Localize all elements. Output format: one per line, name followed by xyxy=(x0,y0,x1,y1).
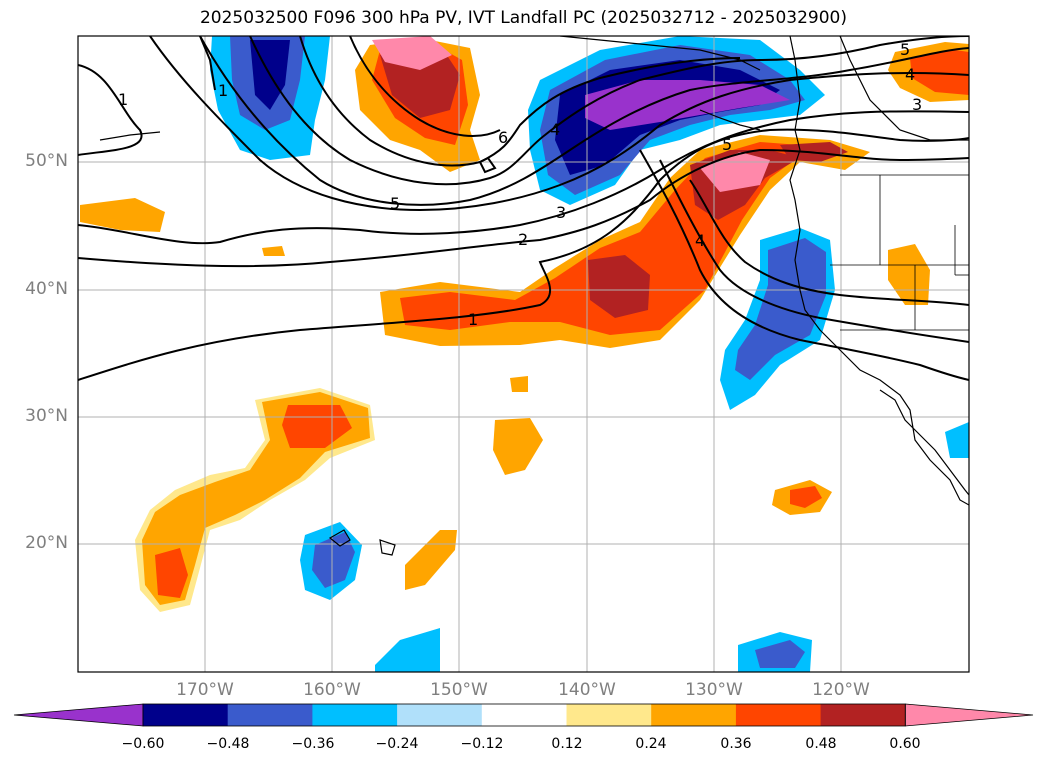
colorbar-extend-min xyxy=(13,703,144,727)
lon-label-150w: 150°W xyxy=(430,680,488,700)
lon-label-170w: 170°W xyxy=(176,680,234,700)
lon-label-120w: 120°W xyxy=(812,680,870,700)
pv-contours xyxy=(78,36,969,381)
colorbar-swatch xyxy=(227,704,313,726)
lon-label-140w: 140°W xyxy=(558,680,616,700)
lat-label-20n: 20°N xyxy=(25,533,68,553)
colorbar-tick: −0.48 xyxy=(206,736,250,752)
contour-label: 1 xyxy=(118,90,128,109)
colorbar-tick: 0.48 xyxy=(805,736,837,752)
lon-label-130w: 130°W xyxy=(685,680,743,700)
contour-label: 3 xyxy=(912,95,922,114)
colorbar-swatch xyxy=(312,704,398,726)
contour-label: 5 xyxy=(722,135,732,154)
lat-label-50n: 50°N xyxy=(25,151,68,171)
colorbar xyxy=(13,703,1034,727)
ivt-shading xyxy=(80,36,969,672)
colorbar-tick: −0.60 xyxy=(121,736,165,752)
colorbar-extend-max xyxy=(904,703,1034,727)
lon-label-160w: 160°W xyxy=(303,680,361,700)
contour-label: 4 xyxy=(695,231,705,250)
colorbar-tick: 0.12 xyxy=(551,736,583,752)
map-frame xyxy=(77,35,970,673)
colorbar-tick: 0.24 xyxy=(635,736,667,752)
lat-label-40n: 40°N xyxy=(25,279,68,299)
contour-label: 1 xyxy=(218,81,228,100)
contour-label: 1 xyxy=(468,310,478,329)
colorbar-swatch xyxy=(481,704,567,726)
colorbar-swatch xyxy=(143,704,229,726)
contour-label: 5 xyxy=(390,194,400,213)
colorbar-tick: 0.60 xyxy=(889,736,921,752)
contour-label: 3 xyxy=(556,203,566,222)
colorbar-swatch xyxy=(651,704,737,726)
map-title: 2025032500 F096 300 hPa PV, IVT Landfall… xyxy=(199,8,847,28)
colorbar-outline xyxy=(142,703,906,727)
contour-label: 4 xyxy=(905,65,915,84)
colorbar-swatch xyxy=(566,704,652,726)
contour-label: 2 xyxy=(518,230,528,249)
graticule xyxy=(78,36,969,672)
coastlines xyxy=(99,36,969,556)
colorbar-tick: −0.36 xyxy=(291,736,335,752)
political-borders xyxy=(830,174,969,331)
colorbar-swatch xyxy=(397,704,483,726)
colorbar-tick: −0.12 xyxy=(460,736,504,752)
colorbar-tick: −0.24 xyxy=(375,736,419,752)
colorbar-tick: 0.36 xyxy=(720,736,752,752)
contour-label: 4 xyxy=(550,120,560,139)
contour-label: 5 xyxy=(900,40,910,59)
colorbar-swatch xyxy=(735,704,822,726)
contour-label: 6 xyxy=(498,128,508,147)
colorbar-swatch xyxy=(820,704,906,726)
contour-labels: 1 1 1 2 3 4 4 5 5 6 3 4 5 xyxy=(118,40,922,329)
lat-label-30n: 30°N xyxy=(25,406,68,426)
